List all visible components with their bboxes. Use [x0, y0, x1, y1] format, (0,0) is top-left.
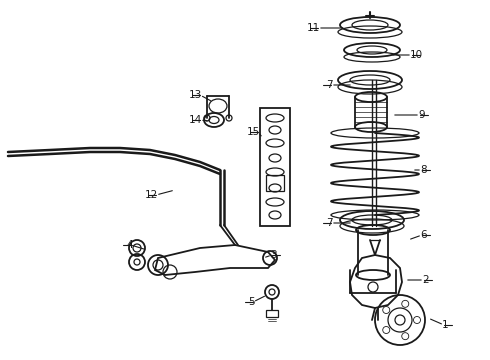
Text: 6: 6 — [420, 230, 427, 240]
Text: 3: 3 — [270, 250, 277, 260]
Text: 5: 5 — [248, 297, 255, 307]
Text: 10: 10 — [410, 50, 423, 60]
Text: 7: 7 — [326, 80, 333, 90]
Text: 2: 2 — [422, 275, 429, 285]
Text: 9: 9 — [418, 110, 425, 120]
Text: 14: 14 — [189, 115, 202, 125]
Text: 4: 4 — [126, 240, 133, 250]
Text: 15: 15 — [247, 127, 260, 137]
Text: 8: 8 — [420, 165, 427, 175]
Text: 11: 11 — [307, 23, 320, 33]
Text: 13: 13 — [189, 90, 202, 100]
Bar — [260, 108, 290, 226]
Text: 12: 12 — [145, 190, 158, 200]
Text: 1: 1 — [442, 320, 449, 330]
Bar — [266, 310, 278, 317]
Text: 7: 7 — [326, 218, 333, 228]
Bar — [266, 175, 284, 191]
